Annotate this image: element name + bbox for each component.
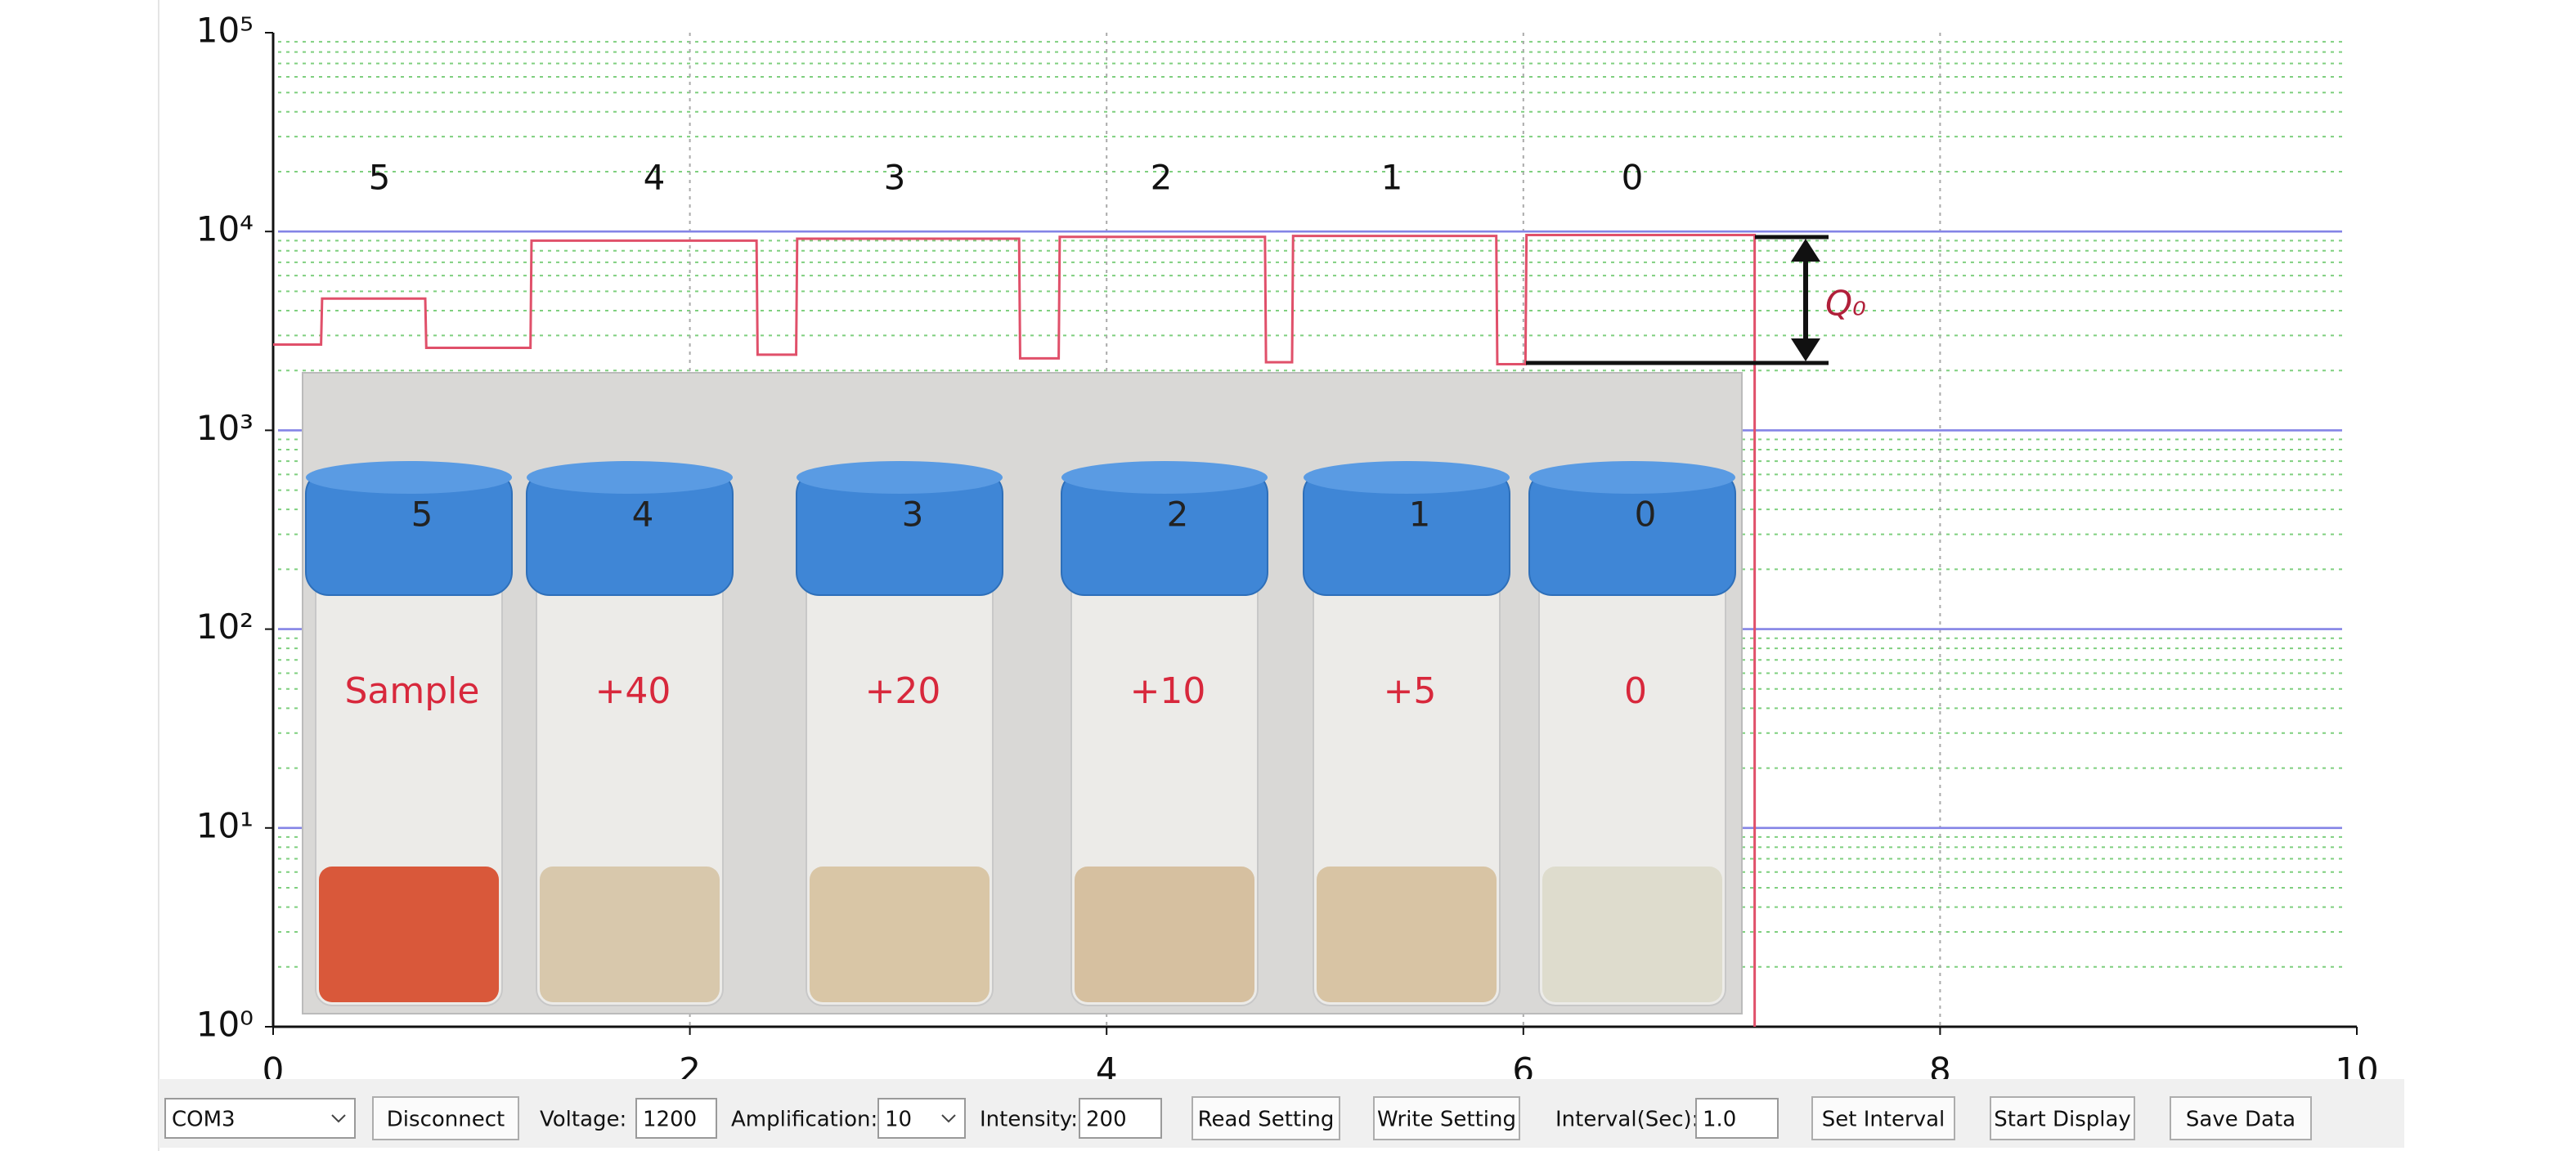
vial-label: Sample <box>345 670 480 712</box>
q-label: Q₀ <box>1825 284 1866 324</box>
cap-label: 4 <box>632 495 654 535</box>
vial-cap-top <box>1529 461 1735 494</box>
port-select-text[interactable]: COM3 <box>172 1108 236 1132</box>
y-tick-label: 10⁰ <box>196 1005 254 1045</box>
vial-cap-top <box>1304 461 1510 494</box>
start-display-button-text[interactable]: Start Display <box>1994 1108 2131 1132</box>
cap-label: 2 <box>1167 495 1189 535</box>
segment-label: 2 <box>1151 158 1173 198</box>
photo-frame <box>302 372 1743 1014</box>
photo-background <box>303 373 1742 1014</box>
amplification-label-text: Amplification: <box>731 1108 877 1132</box>
vial-cap-top <box>306 461 512 494</box>
y-tick-label: 10² <box>196 607 254 647</box>
voltage-label-text: Voltage: <box>540 1108 626 1132</box>
interval-input[interactable] <box>1695 1098 1779 1139</box>
segment-label: 4 <box>644 158 666 198</box>
y-tick-label: 10⁵ <box>196 11 254 51</box>
save-data-button-text[interactable]: Save Data <box>2186 1108 2296 1132</box>
data-line <box>273 234 1757 1027</box>
vial-cap-top <box>527 461 733 494</box>
disconnect-button-text[interactable]: Disconnect <box>387 1108 505 1132</box>
port-select[interactable] <box>164 1098 356 1139</box>
intensity-label-text: Intensity: <box>980 1108 1078 1132</box>
vial-liquid <box>1317 867 1497 1002</box>
start-display-button[interactable] <box>1990 1096 2135 1140</box>
save-data-button[interactable] <box>2170 1096 2312 1140</box>
vial-label: +10 <box>1130 670 1206 712</box>
interval-input-text[interactable]: 1.0 <box>1703 1108 1736 1132</box>
segment-label: 5 <box>369 158 391 198</box>
dropdown-arrow <box>941 1114 956 1123</box>
cap-label: 1 <box>1409 495 1431 535</box>
vial-label: +5 <box>1384 670 1437 712</box>
segment-label: 0 <box>1622 158 1644 198</box>
vial-label: +20 <box>865 670 941 712</box>
write-setting-button[interactable] <box>1373 1096 1520 1140</box>
intensity-input-text[interactable]: 200 <box>1086 1108 1127 1132</box>
vial-label: 0 <box>1624 670 1647 712</box>
amplification-select-text[interactable]: 10 <box>885 1108 912 1132</box>
cap-label: 0 <box>1635 495 1657 535</box>
photo: 5 Sample 4 +40 3 +20 2 +10 1 +5 0 0 <box>302 372 1743 1014</box>
q-arrow-head <box>1791 338 1820 361</box>
intensity-input[interactable] <box>1079 1098 1162 1139</box>
cap-label: 5 <box>411 495 433 535</box>
segment-label: 3 <box>884 158 906 198</box>
interval-label-text: Interval(Sec): <box>1555 1108 1699 1132</box>
segment-label: 1 <box>1381 158 1403 198</box>
q-arrow-head <box>1791 239 1820 262</box>
write-setting-button-text[interactable]: Write Setting <box>1377 1108 1516 1132</box>
y-tick-label: 10³ <box>196 408 254 448</box>
vial-cap-top <box>1061 461 1268 494</box>
vial-label: +40 <box>595 670 671 712</box>
set-interval-button-text[interactable]: Set Interval <box>1822 1108 1945 1132</box>
vial-liquid <box>319 867 499 1002</box>
y-tick-label: 10¹ <box>196 805 254 845</box>
read-setting-button-text[interactable]: Read Setting <box>1198 1108 1335 1132</box>
voltage-input-text[interactable]: 1200 <box>643 1108 697 1132</box>
vial-liquid <box>1542 867 1722 1002</box>
plot: 5 4 3 2 1 0 Q₀ <box>273 158 1866 1027</box>
vial-liquid <box>810 867 990 1002</box>
vial-liquid <box>1075 867 1254 1002</box>
amplification-select[interactable] <box>877 1098 966 1139</box>
cap-label: 3 <box>902 495 924 535</box>
vial-liquid <box>540 867 720 1002</box>
vial-cap-top <box>797 461 1003 494</box>
set-interval-button[interactable] <box>1811 1096 1955 1140</box>
toolbar: COM3 Disconnect Voltage: 1200 Amplification:… <box>159 1079 2404 1148</box>
dropdown-arrow <box>331 1114 346 1123</box>
read-setting-button[interactable] <box>1192 1096 1340 1140</box>
disconnect-button[interactable] <box>372 1096 519 1140</box>
voltage-input[interactable] <box>635 1098 717 1139</box>
y-tick-label: 10⁴ <box>196 209 254 249</box>
